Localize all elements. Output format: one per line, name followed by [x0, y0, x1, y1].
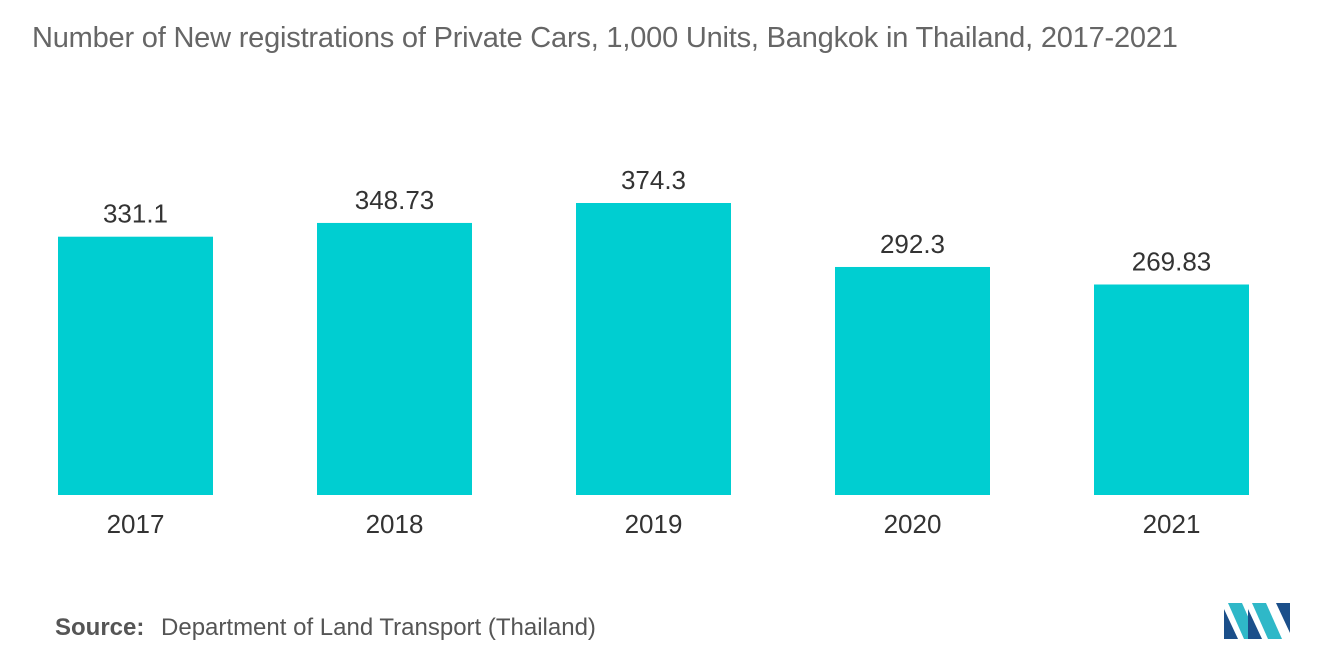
x-tick-label-2019: 2019	[625, 509, 683, 539]
source-label: Source:	[55, 614, 145, 641]
bar-2017	[58, 236, 213, 496]
value-label-2019: 374.3	[621, 165, 686, 195]
value-label-2021: 269.83	[1132, 246, 1212, 276]
bar-chart: 331.1 2017 348.73 2018 374.3 2019 292.3 2020 269…	[58, 165, 1249, 539]
x-tick-label-2018: 2018	[366, 509, 424, 539]
value-label-2018: 348.73	[355, 185, 435, 215]
bar-2018	[317, 222, 472, 495]
source-note: Source: Department of Land Transport (Th…	[55, 614, 596, 642]
x-tick-label-2017: 2017	[107, 509, 165, 539]
bar-2020	[835, 266, 990, 495]
x-tick-label-2021: 2021	[1143, 509, 1201, 539]
source-text: Department of Land Transport (Thailand)	[161, 614, 596, 641]
x-tick-label-2020: 2020	[884, 509, 942, 539]
value-label-2020: 292.3	[880, 229, 945, 259]
chart-title: Number of New registrations of Private C…	[32, 22, 1178, 54]
mordor-intelligence-logo-icon	[1224, 603, 1290, 644]
value-label-2017: 331.1	[103, 199, 168, 229]
bar-2019	[576, 203, 731, 495]
bar-2021	[1094, 284, 1249, 495]
